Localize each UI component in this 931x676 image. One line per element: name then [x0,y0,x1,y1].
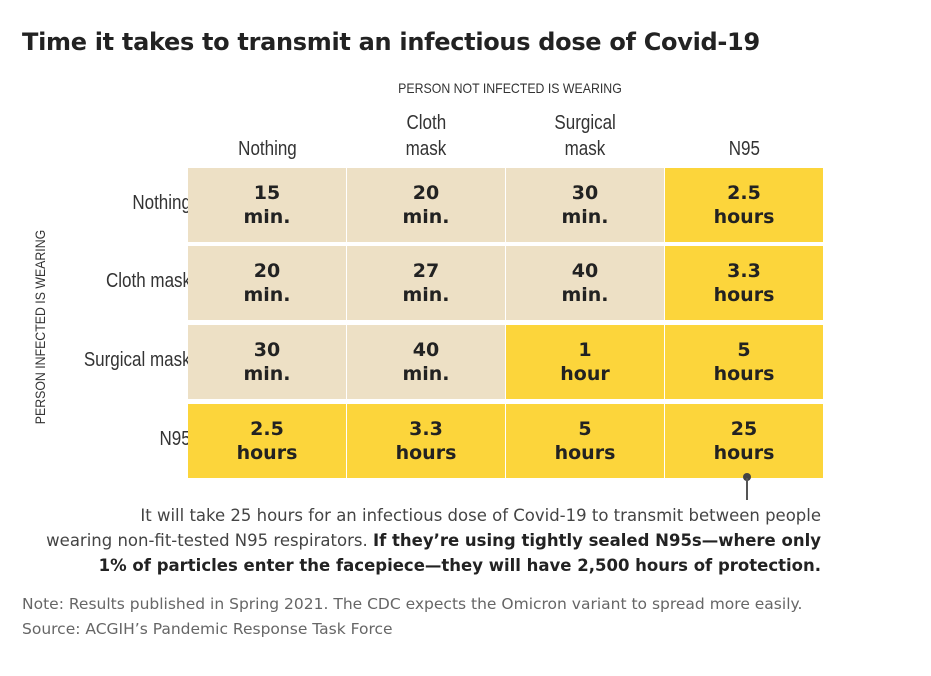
column-header-line-1 [265,110,270,136]
heatmap-cell: 15 min. [188,168,346,242]
cell-unit: hour [560,363,610,385]
annotation-pointer-line [746,478,748,500]
column-header-4: N95 [665,110,823,162]
chart-title: Time it takes to transmit an infectious … [22,28,760,56]
cell-value: 2.5 [250,418,284,440]
row-axis-label: PERSON INFECTED IS WEARING [32,229,48,425]
column-header-line-2: mask [405,138,447,160]
source-text: Source: ACGIH’s Pandemic Response Task F… [22,620,393,638]
column-header-line-1 [742,110,747,136]
cell-unit: min. [561,206,609,228]
cell-unit: hours [554,442,616,464]
footnote: Note: Results published in Spring 2021. … [22,592,822,642]
heatmap-cell: 20 min. [188,246,346,320]
heatmap-cell: 27 min. [347,246,505,320]
column-header-2: Cloth mask [347,110,505,162]
annotation-text: It will take 25 hours for an infectious … [41,503,821,578]
cell-unit: hours [713,442,775,464]
cell-unit: min. [243,206,291,228]
annotation-line-1: It will take 25 hours for an infectious … [140,506,821,525]
annotation-line-3-bold: 1% of particles enter the facepiece—they… [98,556,821,575]
cell-unit: hours [713,284,775,306]
column-header-line-2: N95 [728,138,760,160]
note-text: Note: Results published in Spring 2021. … [22,595,803,613]
heatmap-cell: 40 min. [347,325,505,399]
heatmap-cell: 2.5 hours [188,404,346,478]
cell-value: 30 [253,339,281,361]
heatmap-cell: 30 min. [188,325,346,399]
heatmap-cell: 40 min. [506,246,664,320]
column-header-line-1: Surgical [554,112,616,134]
cell-unit: min. [243,284,291,306]
heatmap-cell: 2.5 hours [665,168,823,242]
column-header-line-1: Cloth [406,112,446,134]
heatmap-cell: 20 min. [347,168,505,242]
cell-value: 25 [730,418,758,440]
annotation-line-2-plain: wearing non-fit-tested N95 respirators. [46,531,373,550]
heatmap-cell: 1 hour [506,325,664,399]
cell-value: 27 [412,260,440,282]
cell-value: 1 [578,339,592,361]
heatmap-cell: 5 hours [665,325,823,399]
cell-unit: min. [561,284,609,306]
heatmap-cell: 30 min. [506,168,664,242]
annotation-pointer-dot [743,473,751,481]
cell-value: 3.3 [727,260,761,282]
cell-value: 40 [571,260,599,282]
cell-value: 5 [578,418,592,440]
heatmap-cell: 3.3 hours [665,246,823,320]
cell-unit: hours [236,442,298,464]
column-axis-label: PERSON NOT INFECTED IS WEARING [398,80,622,96]
cell-unit: hours [395,442,457,464]
heatmap-cell: 5 hours [506,404,664,478]
cell-value: 40 [412,339,440,361]
column-header-3: Surgical mask [506,110,664,162]
cell-value: 20 [253,260,281,282]
cell-unit: hours [713,206,775,228]
column-header-line-2: mask [564,138,606,160]
cell-value: 30 [571,182,599,204]
cell-unit: min. [402,363,450,385]
cell-unit: min. [243,363,291,385]
row-header-2: Cloth mask [105,270,191,292]
heatmap-cell: 3.3 hours [347,404,505,478]
row-header-4: N95 [159,428,191,450]
cell-unit: hours [713,363,775,385]
cell-unit: min. [402,284,450,306]
cell-unit: min. [402,206,450,228]
column-header-line-2: Nothing [237,138,297,160]
heatmap-cell: 25 hours [665,404,823,478]
column-header-1: Nothing [188,110,346,162]
cell-value: 2.5 [727,182,761,204]
cell-value: 15 [253,182,281,204]
cell-value: 20 [412,182,440,204]
cell-value: 3.3 [409,418,443,440]
cell-value: 5 [737,339,751,361]
row-header-3: Surgical mask [84,349,191,371]
annotation-line-2-bold: If they’re using tightly sealed N95s—whe… [372,531,821,550]
row-header-1: Nothing [132,192,191,214]
